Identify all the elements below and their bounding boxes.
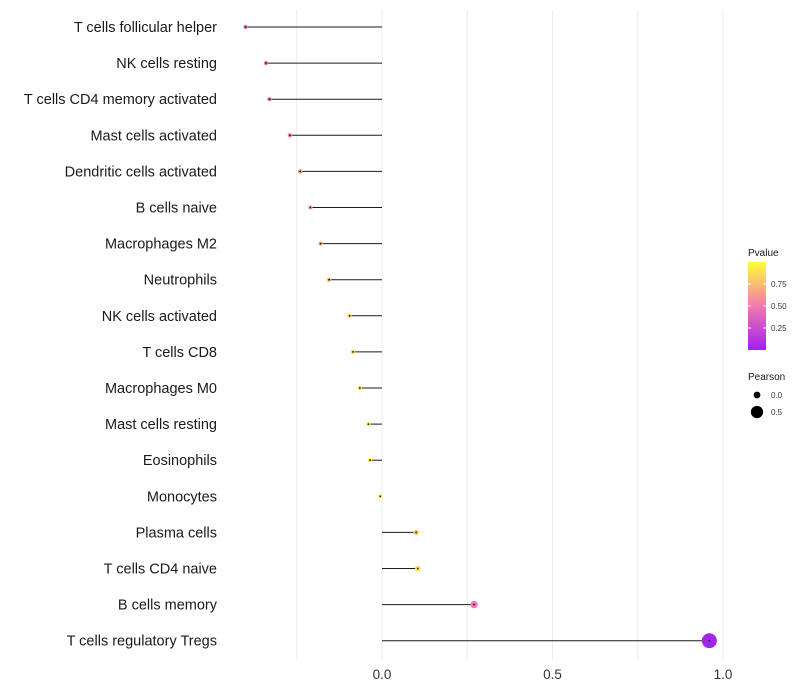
size-legend-label: 0.5 <box>771 408 783 417</box>
category-label: Macrophages M2 <box>105 237 217 253</box>
color-legend-tick-label: 0.75 <box>771 280 787 289</box>
category-label: Mast cells activated <box>90 128 217 144</box>
category-label: Dendritic cells activated <box>65 164 217 180</box>
lollipop-center <box>367 423 370 425</box>
x-tick-label: 1.0 <box>714 667 733 682</box>
color-legend-title: Pvalue <box>748 248 779 259</box>
size-legend-label: 0.0 <box>771 391 783 400</box>
lollipop-center <box>473 603 475 606</box>
category-label: Neutrophils <box>144 273 217 289</box>
lollipop-center <box>379 495 382 498</box>
category-label: B cells naive <box>136 201 217 217</box>
x-axis-ticks: 0.0 0.5 1.0 <box>373 667 733 682</box>
lollipop-center <box>319 242 322 245</box>
lollipop-center <box>289 134 291 137</box>
size-legend-title: Pearson <box>748 372 785 383</box>
lollipop-center <box>415 531 417 534</box>
x-tick-label: 0.0 <box>373 667 392 682</box>
legend: Pvalue 0.75 0.50 0.25 Pearson 0.0 0.5 <box>748 248 787 419</box>
category-label: NK cells resting <box>116 56 217 72</box>
lollipop-center <box>708 639 711 642</box>
lollipop-center <box>309 206 312 209</box>
lollipop-center <box>348 314 351 317</box>
category-label: T cells follicular helper <box>74 20 217 36</box>
lollipop-center <box>268 98 271 101</box>
color-legend-tick-label: 0.50 <box>771 302 787 311</box>
category-label: NK cells activated <box>102 309 217 325</box>
category-label: Mast cells resting <box>105 417 217 433</box>
lollipop-center <box>358 387 361 389</box>
lollipop-center <box>299 170 302 173</box>
lollipop-center <box>328 278 331 281</box>
color-legend-bar <box>748 262 766 350</box>
lollipop-center <box>369 459 371 462</box>
lollipop-center <box>416 567 419 570</box>
lollipop-center <box>352 351 354 353</box>
size-legend-key <box>753 391 761 399</box>
grid-lines <box>296 10 724 660</box>
lollipop-dots <box>243 24 717 649</box>
lollipop-center <box>244 26 247 28</box>
category-label: T cells regulatory Tregs <box>67 634 217 650</box>
category-label: T cells CD4 naive <box>104 562 217 578</box>
category-label: Eosinophils <box>143 453 217 469</box>
category-label: B cells memory <box>118 598 218 614</box>
size-legend-key <box>750 405 764 419</box>
lollipop-center <box>265 62 267 64</box>
category-labels: T cells follicular helper NK cells restin… <box>24 20 218 650</box>
category-label: Monocytes <box>147 489 217 505</box>
category-label: Plasma cells <box>136 525 217 541</box>
color-legend-tick-label: 0.25 <box>771 324 787 333</box>
lollipop-stems <box>245 26 710 642</box>
category-label: Macrophages M0 <box>105 381 217 397</box>
x-tick-label: 0.5 <box>543 667 562 682</box>
category-label: T cells CD4 memory activated <box>24 92 217 108</box>
category-label: T cells CD8 <box>142 345 217 361</box>
